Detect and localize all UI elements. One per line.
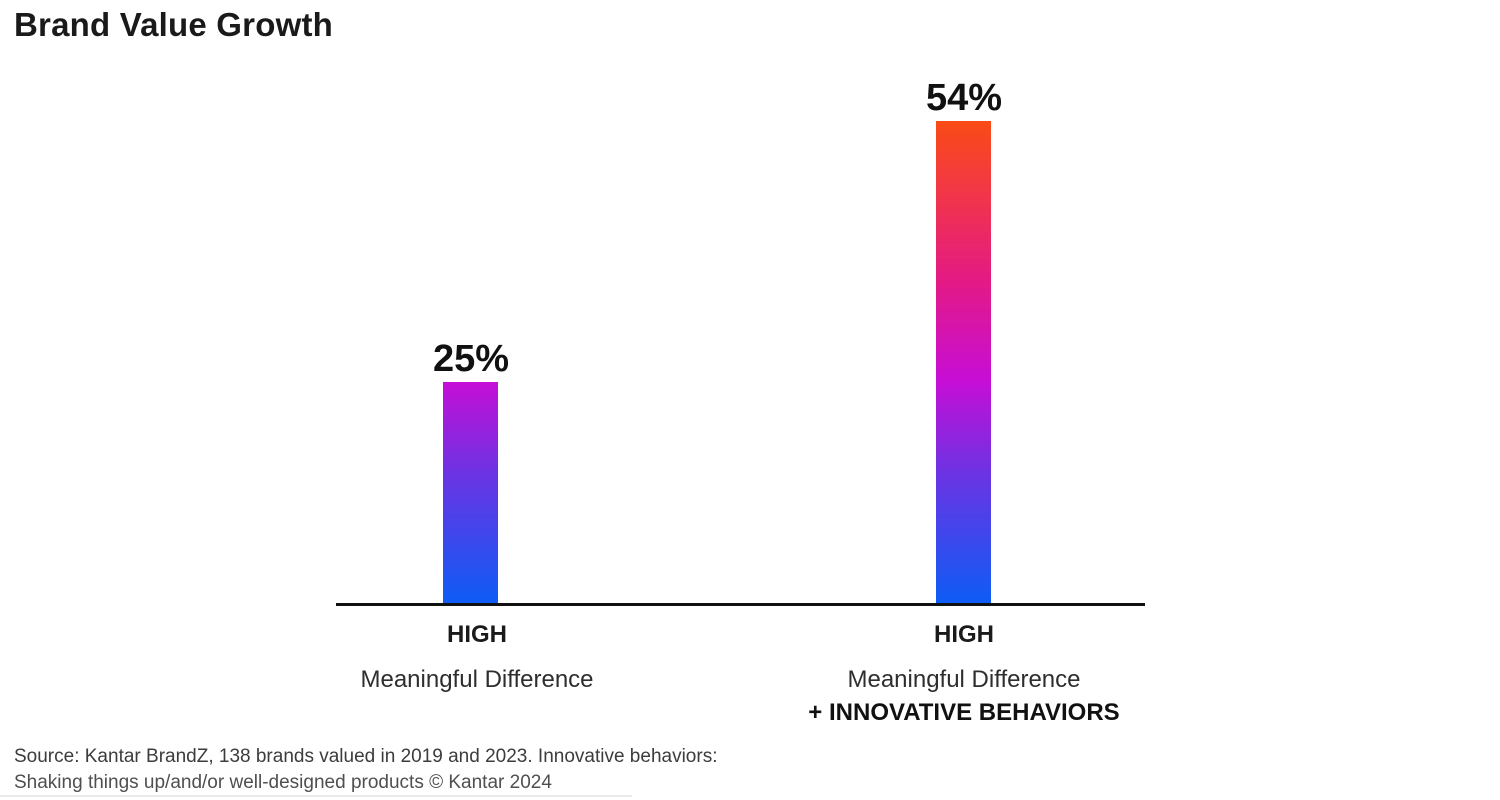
bar1-category-meaningful-difference: Meaningful Difference bbox=[360, 666, 594, 693]
bar1-value-label: 25% bbox=[432, 338, 510, 380]
source-line-1: Source: Kantar BrandZ, 138 brands valued… bbox=[14, 746, 718, 767]
bar2-category-high: HIGH bbox=[933, 621, 994, 648]
source-note: Source: Kantar BrandZ, 138 brands valued… bbox=[14, 744, 717, 796]
bar2-value-label: 54% bbox=[925, 77, 1003, 119]
bar2-category-meaningful-difference: Meaningful Difference bbox=[847, 666, 1081, 693]
bar1-category-high: HIGH bbox=[447, 621, 507, 648]
bar2-category-label: HIGH Meaningful Difference + INNOVATIVE … bbox=[808, 620, 1119, 729]
x-axis-line bbox=[336, 603, 1145, 606]
bottom-divider-line bbox=[0, 795, 632, 797]
bar-meaningful-difference-innovative-behaviors bbox=[936, 121, 991, 603]
bar1-category-label: HIGH Meaningful Difference bbox=[360, 620, 593, 696]
source-line-2: Shaking things up/and/or well-designed p… bbox=[14, 772, 552, 793]
chart-title: Brand Value Growth bbox=[14, 6, 333, 43]
bar-meaningful-difference bbox=[443, 382, 498, 603]
bar2-category-innovative-behaviors: + INNOVATIVE BEHAVIORS bbox=[808, 699, 1120, 726]
